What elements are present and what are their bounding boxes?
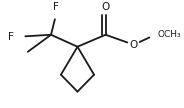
Text: OCH₃: OCH₃ [158, 30, 181, 39]
Text: O: O [102, 2, 110, 12]
Text: F: F [8, 32, 14, 42]
Text: O: O [130, 40, 138, 50]
Text: F: F [53, 2, 59, 12]
